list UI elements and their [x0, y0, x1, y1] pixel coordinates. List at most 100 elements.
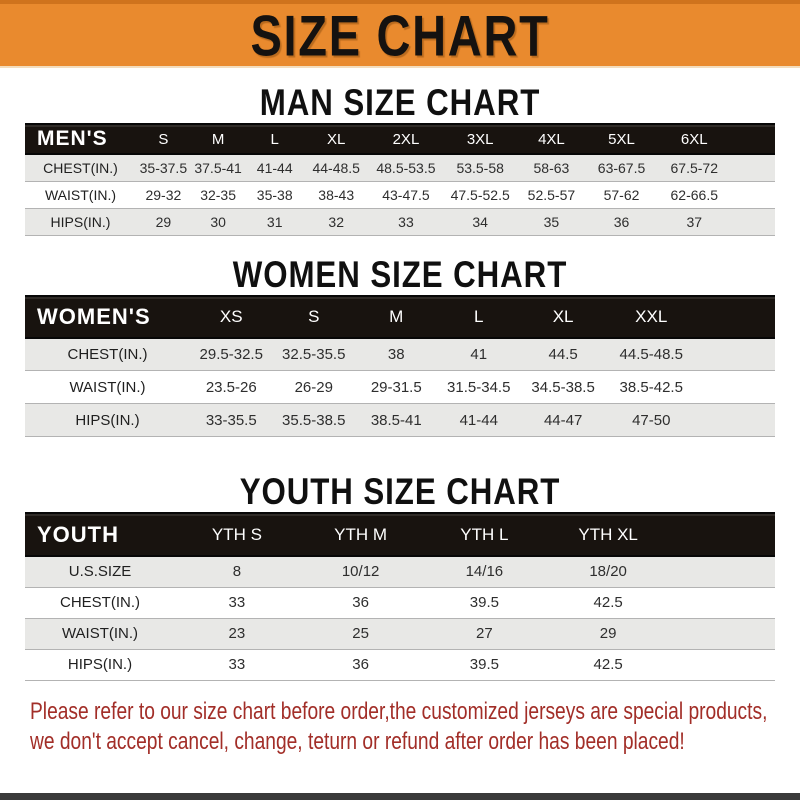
spacer-cell [731, 208, 775, 236]
spacer-cell [670, 618, 775, 650]
size-value-cell: 52.5-57 [516, 181, 586, 209]
spacer-cell [670, 587, 775, 619]
size-value-cell: 31 [245, 208, 304, 236]
size-value-cell: 34 [443, 208, 517, 236]
size-value-cell: 53.5-58 [443, 154, 517, 182]
size-value-cell: 35 [516, 208, 586, 236]
size-value-cell: 44-47 [520, 403, 607, 437]
size-col-header: 4XL [516, 123, 586, 155]
size-value-cell: 37.5-41 [190, 154, 246, 182]
size-value-cell: 38.5-42.5 [606, 370, 697, 404]
spacer-cell [731, 181, 775, 209]
youth-table-label: YOUTH [25, 512, 175, 557]
size-col-header: S [136, 123, 191, 155]
size-value-cell: 32.5-35.5 [272, 337, 355, 371]
women-section-heading: WOMEN SIZE CHART [232, 253, 568, 296]
size-value-cell: 32 [303, 208, 369, 236]
spacer-cell [670, 556, 775, 588]
women-size-table: WOMEN'S XS S M L XL XXL CHEST(IN.) 29.5-… [25, 294, 775, 437]
row-label: HIPS(IN.) [25, 403, 190, 437]
size-col-header: 5XL [585, 123, 658, 155]
women-chest-row: CHEST(IN.) 29.5-32.5 32.5-35.5 38 41 44.… [25, 337, 775, 371]
size-value-cell: 33 [175, 649, 299, 681]
banner-title: SIZE CHART [250, 2, 550, 68]
size-value-cell: 32-35 [190, 181, 246, 209]
size-value-cell: 58-63 [516, 154, 586, 182]
size-value-cell: 33-35.5 [190, 403, 273, 437]
size-value-cell: 29 [546, 618, 670, 650]
size-col-header: YTH L [422, 512, 547, 557]
size-col-header: XXL [606, 294, 697, 339]
size-col-header: XS [190, 294, 273, 339]
size-value-cell: 42.5 [546, 587, 670, 619]
size-value-cell: 26-29 [272, 370, 355, 404]
size-value-cell: 8 [175, 556, 299, 588]
spacer-cell [731, 123, 775, 155]
men-hips-row: HIPS(IN.) 29 30 31 32 33 34 35 36 37 [25, 208, 775, 236]
size-value-cell: 35.5-38.5 [272, 403, 355, 437]
row-label: HIPS(IN.) [25, 208, 136, 236]
size-value-cell: 31.5-34.5 [437, 370, 520, 404]
size-value-cell: 23.5-26 [190, 370, 273, 404]
men-header-row: MEN'S S M L XL 2XL 3XL 4XL 5XL 6XL [25, 123, 775, 155]
row-label: CHEST(IN.) [25, 337, 190, 371]
size-value-cell: 63-67.5 [585, 154, 658, 182]
youth-waist-row: WAIST(IN.) 23 25 27 29 [25, 618, 775, 650]
size-value-cell: 14/16 [422, 556, 547, 588]
size-value-cell: 47.5-52.5 [443, 181, 517, 209]
women-waist-row: WAIST(IN.) 23.5-26 26-29 29-31.5 31.5-34… [25, 370, 775, 404]
size-col-header: YTH M [298, 512, 423, 557]
size-value-cell: 36 [298, 649, 423, 681]
size-value-cell: 36 [298, 587, 423, 619]
size-value-cell: 48.5-53.5 [368, 154, 444, 182]
youth-chest-row: CHEST(IN.) 33 36 39.5 42.5 [25, 587, 775, 619]
youth-size-table: YOUTH YTH S YTH M YTH L YTH XL U.S.SIZE … [25, 512, 775, 681]
row-label: U.S.SIZE [25, 556, 175, 588]
size-value-cell: 27 [422, 618, 547, 650]
women-hips-row: HIPS(IN.) 33-35.5 35.5-38.5 38.5-41 41-4… [25, 403, 775, 437]
size-col-header: L [437, 294, 520, 339]
women-header-row: WOMEN'S XS S M L XL XXL [25, 294, 775, 339]
women-table-label: WOMEN'S [25, 294, 190, 339]
men-size-table: MEN'S S M L XL 2XL 3XL 4XL 5XL 6XL CHEST… [25, 123, 775, 236]
size-value-cell: 29-32 [136, 181, 191, 209]
men-table-label: MEN'S [25, 123, 136, 155]
footer-note-line-1: Please refer to our size chart before or… [30, 697, 768, 725]
size-value-cell: 18/20 [546, 556, 670, 588]
size-value-cell: 47-50 [606, 403, 697, 437]
footer-note: Please refer to our size chart before or… [0, 697, 800, 757]
size-col-header: YTH S [175, 512, 299, 557]
spacer-cell [696, 294, 775, 339]
size-value-cell: 41-44 [437, 403, 520, 437]
size-value-cell: 23 [175, 618, 299, 650]
size-col-header: M [190, 123, 246, 155]
size-value-cell: 62-66.5 [657, 181, 732, 209]
bottom-bar [0, 793, 800, 800]
size-value-cell: 29-31.5 [355, 370, 438, 404]
size-col-header: 2XL [368, 123, 444, 155]
youth-ussize-row: U.S.SIZE 8 10/12 14/16 18/20 [25, 556, 775, 588]
size-value-cell: 67.5-72 [657, 154, 732, 182]
size-col-header: XL [303, 123, 369, 155]
men-section-heading: MAN SIZE CHART [259, 82, 541, 124]
row-label: WAIST(IN.) [25, 370, 190, 404]
size-col-header: L [245, 123, 304, 155]
size-value-cell: 42.5 [546, 649, 670, 681]
size-value-cell: 57-62 [585, 181, 658, 209]
size-value-cell: 43-47.5 [368, 181, 444, 209]
youth-header-row: YOUTH YTH S YTH M YTH L YTH XL [25, 512, 775, 557]
size-value-cell: 29.5-32.5 [190, 337, 273, 371]
size-value-cell: 38-43 [303, 181, 369, 209]
size-value-cell: 44.5 [520, 337, 607, 371]
spacer-cell [670, 512, 775, 557]
youth-hips-row: HIPS(IN.) 33 36 39.5 42.5 [25, 649, 775, 681]
banner: SIZE CHART [0, 0, 800, 68]
size-value-cell: 35-37.5 [136, 154, 191, 182]
size-value-cell: 39.5 [422, 649, 547, 681]
size-value-cell: 30 [190, 208, 246, 236]
size-col-header: M [355, 294, 438, 339]
size-value-cell: 34.5-38.5 [520, 370, 607, 404]
size-value-cell: 44.5-48.5 [606, 337, 697, 371]
size-value-cell: 38 [355, 337, 438, 371]
